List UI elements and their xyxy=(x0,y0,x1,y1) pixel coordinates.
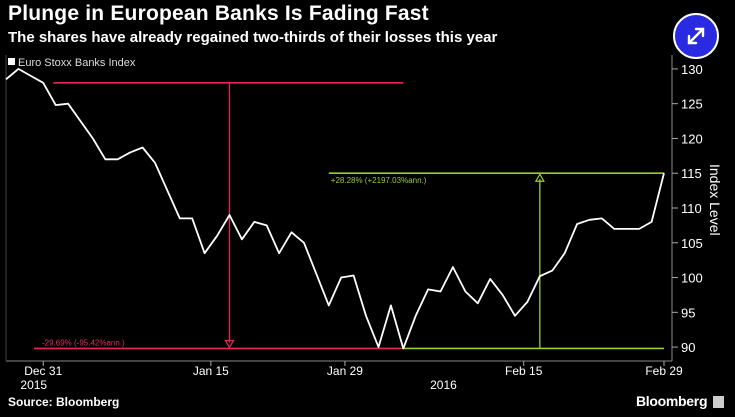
y-tick-label: 110 xyxy=(681,201,702,216)
recovery-label: +28.28% (+2197.03%ann.) xyxy=(331,176,427,185)
chart-title: Plunge in European Banks Is Fading Fast xyxy=(8,2,429,25)
y-tick-label: 100 xyxy=(681,271,703,286)
recovery-arrow-head xyxy=(534,173,545,182)
y-axis-label: Index Level xyxy=(707,164,723,236)
y-tick-label: 130 xyxy=(681,62,703,77)
legend-label: Euro Stoxx Banks Index xyxy=(18,57,136,69)
source-note: Source: Bloomberg xyxy=(8,395,120,409)
y-tick-label: 115 xyxy=(681,166,702,181)
decline-label: -29.69% (-95.42%ann.) xyxy=(42,338,125,347)
y-tick-label: 90 xyxy=(681,340,695,355)
x-tick-label: Dec 31 xyxy=(24,364,62,378)
legend-swatch xyxy=(8,58,15,65)
x-tick-label: Jan 15 xyxy=(193,364,229,378)
legend: Euro Stoxx Banks Index xyxy=(8,57,135,69)
chart-subtitle: The shares have already regained two-thi… xyxy=(8,29,498,46)
brand-square-icon xyxy=(713,396,724,408)
expand-arrows-icon xyxy=(687,27,705,45)
expand-button[interactable] xyxy=(673,13,719,59)
y-tick-label: 105 xyxy=(681,236,703,251)
brand-logo: Bloomberg xyxy=(636,393,708,409)
series-line-euro-stoxx-banks xyxy=(5,68,665,350)
year-label: 2016 xyxy=(430,378,457,392)
x-tick-label: Feb 15 xyxy=(505,364,543,378)
y-tick-label: 120 xyxy=(681,131,703,146)
y-tick-label: 125 xyxy=(681,97,703,112)
decline-arrow-head xyxy=(224,339,235,349)
x-tick-label: Feb 29 xyxy=(645,364,683,378)
year-label: 2015 xyxy=(20,378,47,392)
x-tick-label: Jan 29 xyxy=(327,364,363,378)
y-tick-label: 95 xyxy=(681,305,695,320)
